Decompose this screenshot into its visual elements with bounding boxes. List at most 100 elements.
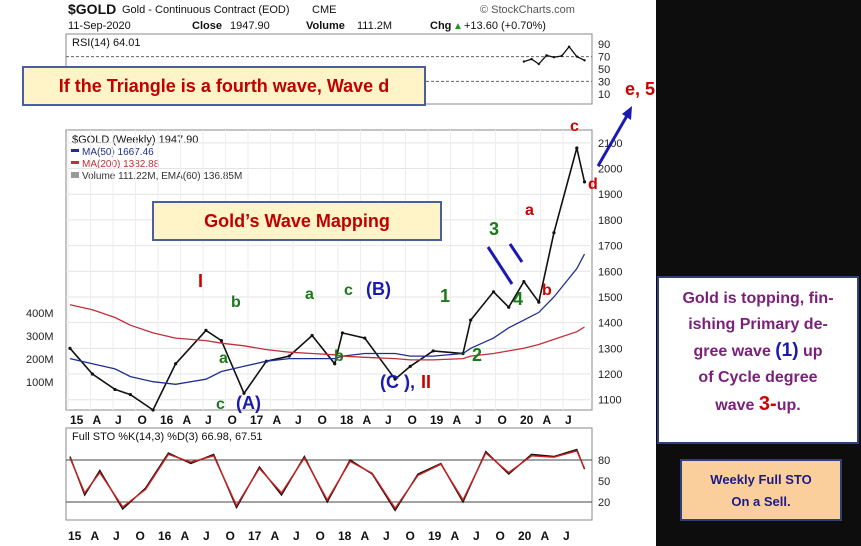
price-x-tick-label: A — [183, 413, 192, 427]
sto-x-tick-label: O — [316, 529, 325, 543]
wave-mapping-box: Gold’s Wave Mapping — [152, 201, 442, 241]
sto-x-tick-label: 16 — [158, 529, 172, 543]
rsi-tick-label: 30 — [598, 76, 610, 88]
price-point — [363, 336, 367, 340]
price-x-tick-label: 16 — [160, 413, 174, 427]
price-x-tick-label: 17 — [250, 413, 264, 427]
price-x-tick-label: O — [408, 413, 417, 427]
price-x-tick-label: A — [363, 413, 372, 427]
close-label: Close — [192, 20, 222, 32]
wave-label: b — [542, 282, 552, 299]
rsi-label: RSI(14) 64.01 — [72, 37, 140, 49]
chart-date: 11-Sep-2020 — [68, 20, 131, 32]
sto-x-tick-label: J — [203, 529, 210, 543]
price-tick-label: 1100 — [598, 395, 622, 407]
price-point — [507, 305, 511, 309]
wave-label: a — [305, 286, 314, 303]
price-point — [431, 349, 435, 353]
price-point — [219, 339, 223, 343]
price-tick-label: 1700 — [598, 241, 622, 253]
sto-x-tick-label: A — [541, 529, 550, 543]
price-point — [68, 346, 72, 350]
topping-line-2: ishing Primary de- — [688, 316, 828, 333]
volume-tick-label: 100M — [26, 377, 54, 389]
price-point — [128, 392, 133, 397]
topping-line-4: of Cycle degree — [698, 369, 818, 386]
sto-x-tick-label: A — [451, 529, 460, 543]
rsi-point — [552, 56, 556, 59]
price-point — [522, 279, 526, 284]
volume-tick-label: 400M — [26, 308, 54, 320]
wave-label: (B) — [366, 279, 391, 299]
price-point — [575, 146, 579, 150]
price-x-tick-label: A — [273, 413, 282, 427]
price-point — [469, 318, 473, 322]
triangle-lower-line — [508, 243, 524, 263]
sto-x-tick-label: 17 — [248, 529, 262, 543]
topping-line-5c: up. — [776, 397, 801, 414]
price-x-tick-label: O — [318, 413, 327, 427]
wave-projection-arrowhead-icon — [622, 106, 632, 120]
topping-line-3a: gree wave — [693, 343, 776, 360]
rsi-point — [537, 62, 540, 66]
price-point — [333, 362, 337, 366]
wave-label: 4 — [513, 289, 523, 309]
price-tick-label: 1200 — [598, 369, 622, 381]
rsi-point — [560, 54, 563, 58]
topping-line-5a: wave — [715, 397, 759, 414]
price-x-tick-label: A — [453, 413, 462, 427]
wave-label: 1 — [440, 286, 450, 306]
rsi-tick-label: 70 — [598, 52, 610, 64]
price-tick-label: 1600 — [598, 266, 622, 278]
title-annotation-box: If the Triangle is a fourth wave, Wave d — [22, 66, 426, 106]
price-tick-label: 1400 — [598, 318, 622, 330]
price-tick-label: 1900 — [598, 189, 622, 201]
price-point — [393, 377, 397, 381]
sto-label: Full STO %K(14,3) %D(3) 66.98, 67.51 — [72, 431, 263, 443]
rsi-tick-label: 90 — [598, 39, 610, 51]
price-point — [537, 300, 541, 304]
price-point — [408, 364, 412, 368]
volume-label: Volume — [306, 20, 345, 32]
volume-tick-label: 300M — [26, 331, 54, 343]
legend-volume-swatch — [71, 172, 79, 178]
sto-tick-label: 80 — [598, 455, 610, 467]
sto-x-tick-label: A — [91, 529, 100, 543]
chg-value: +13.60 (+0.70%) — [464, 20, 546, 32]
volume-tick-label: 200M — [26, 354, 54, 366]
price-x-tick-label: J — [115, 413, 122, 427]
sto-x-tick-label: 20 — [518, 529, 532, 543]
wave-label: c — [216, 396, 225, 413]
legend-ma200: MA(200) 1382.88 — [82, 159, 160, 170]
chart-watermark: © StockCharts.com — [480, 4, 575, 16]
topping-line-3: gree wave (1) up — [663, 338, 853, 365]
price-x-tick-label: O — [138, 413, 147, 427]
rsi-line — [523, 45, 585, 65]
sto-x-tick-label: A — [361, 529, 370, 543]
wave-label: a — [525, 202, 534, 219]
sto-tick-label: 20 — [598, 497, 610, 509]
price-x-tick-label: 18 — [340, 413, 354, 427]
price-tick-label: 2000 — [598, 164, 622, 176]
ma50-line — [69, 253, 586, 385]
topping-line-1: Gold is topping, fin- — [682, 290, 834, 307]
wave-label: c — [344, 282, 353, 299]
sto-x-tick-label: 15 — [68, 529, 82, 543]
price-point — [242, 391, 246, 395]
price-x-tick-label: J — [295, 413, 302, 427]
sto-tick-label: 50 — [598, 476, 610, 488]
wave-label: II — [421, 372, 431, 392]
legend-ma50-swatch — [71, 149, 79, 152]
wave-label: 3 — [489, 219, 499, 239]
rsi-point — [545, 54, 548, 57]
close-value: 1947.90 — [230, 20, 270, 32]
wave-label: d — [588, 176, 598, 193]
rsi-tick-label: 50 — [598, 64, 610, 76]
price-x-tick-label: J — [385, 413, 392, 427]
wave-label: 2 — [472, 345, 482, 365]
title-annotation-text: If the Triangle is a fourth wave, Wave d — [58, 76, 390, 96]
chart-description: Gold - Continuous Contract (EOD) — [122, 4, 290, 16]
wave-label: e, 5 — [625, 79, 655, 99]
rsi-tick-label: 10 — [598, 89, 610, 101]
price-point — [582, 180, 587, 184]
